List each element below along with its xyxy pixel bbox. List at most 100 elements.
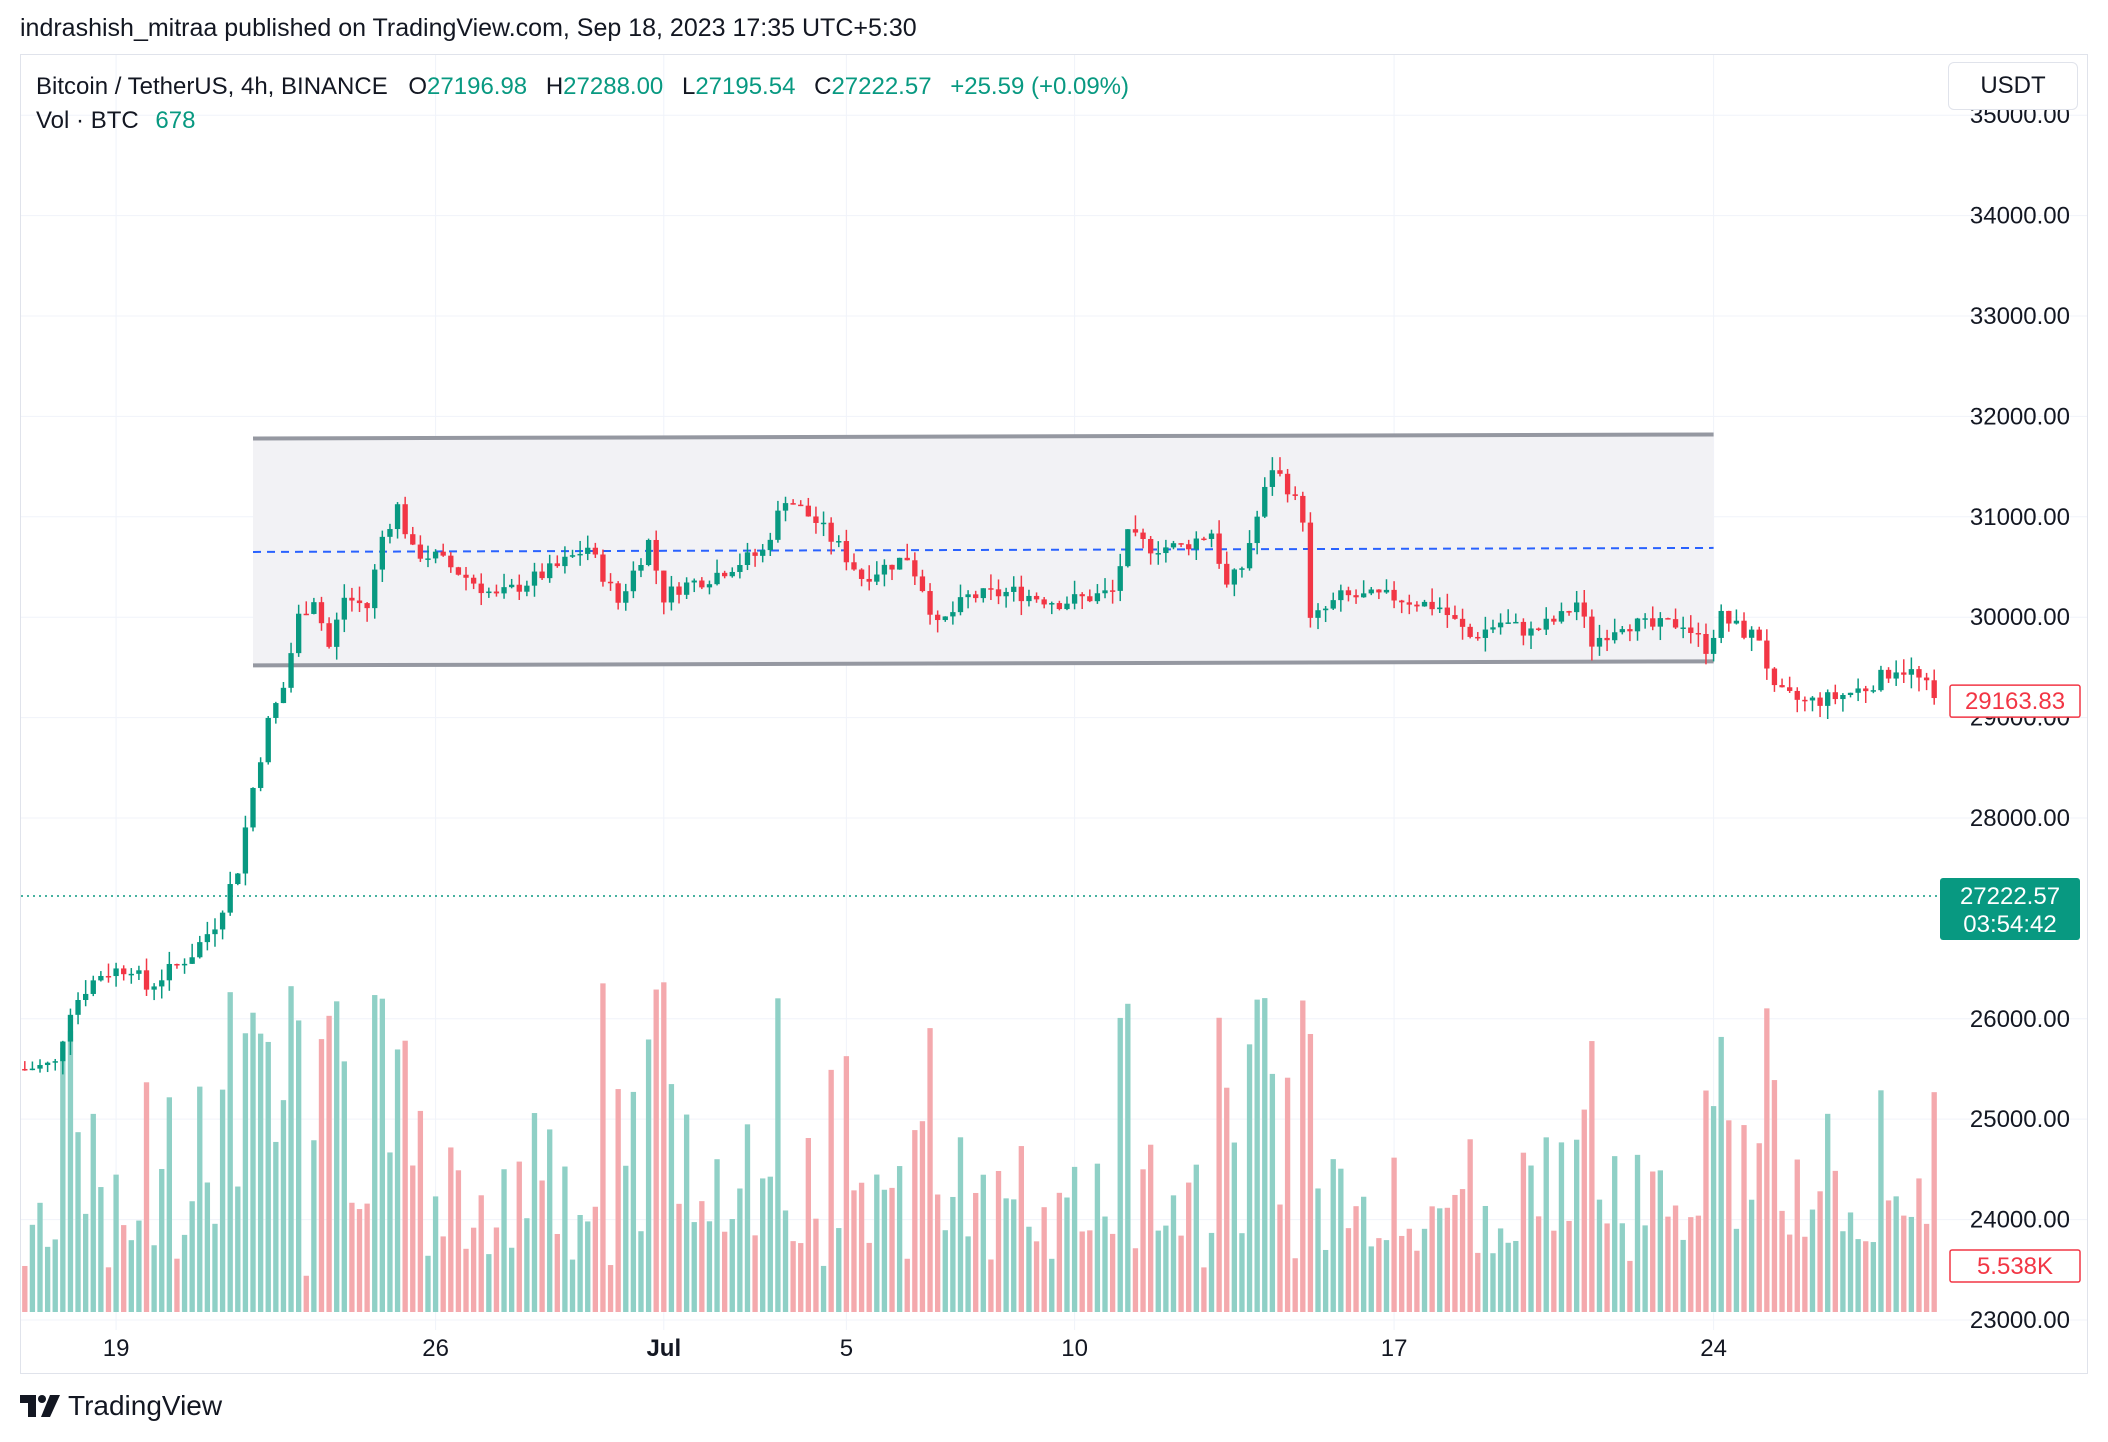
candle-body bbox=[577, 553, 583, 556]
candle-body bbox=[516, 584, 522, 592]
candle-body bbox=[1300, 495, 1306, 523]
candle-body bbox=[1710, 637, 1717, 654]
candle-body bbox=[1087, 596, 1093, 602]
candle-body bbox=[440, 551, 446, 556]
candle-body bbox=[52, 1061, 58, 1063]
candle-body bbox=[995, 589, 1002, 597]
volume-bar bbox=[1558, 1142, 1565, 1312]
candle-body bbox=[1809, 697, 1816, 701]
price-axis[interactable]: 35000.0034000.0033000.0032000.0031000.00… bbox=[1970, 102, 2070, 1334]
candle-body bbox=[813, 516, 819, 523]
volume-bar bbox=[1650, 1171, 1656, 1312]
candle-body bbox=[197, 942, 203, 958]
candle-body bbox=[1338, 590, 1344, 601]
volume-bar bbox=[1794, 1159, 1800, 1312]
candle-body bbox=[828, 522, 834, 542]
volume-bar bbox=[1049, 1258, 1055, 1312]
volume-bar bbox=[1931, 1092, 1937, 1312]
candle-body bbox=[866, 578, 872, 582]
candle-body bbox=[1269, 470, 1276, 487]
volume-bar bbox=[410, 1165, 416, 1312]
volume-bar bbox=[1056, 1192, 1063, 1312]
candle-body bbox=[1756, 629, 1762, 641]
volume-bar bbox=[341, 1061, 347, 1312]
volume-bar bbox=[250, 1012, 256, 1312]
candle-body bbox=[1695, 632, 1702, 635]
candle-body bbox=[980, 588, 986, 599]
volume-bar bbox=[379, 998, 386, 1312]
volume-bar bbox=[1246, 1044, 1253, 1312]
volume-bar bbox=[75, 1132, 81, 1312]
volume-bar bbox=[851, 1190, 857, 1312]
volume-bar bbox=[1406, 1228, 1412, 1312]
candle-body bbox=[1482, 629, 1489, 638]
volume-bar bbox=[1665, 1216, 1671, 1312]
candle-body bbox=[364, 603, 370, 609]
time-tick-label: Jul bbox=[646, 1335, 681, 1362]
candle-body bbox=[1581, 602, 1587, 617]
price-tick-label: 25000.00 bbox=[1970, 1106, 2070, 1133]
volume-bar bbox=[539, 1180, 545, 1312]
candle-body bbox=[189, 957, 195, 964]
candle-body bbox=[288, 653, 294, 688]
volume-bar bbox=[1421, 1228, 1428, 1312]
candle-body bbox=[585, 547, 591, 554]
candle-body bbox=[1467, 626, 1473, 637]
candle-body bbox=[82, 993, 89, 1000]
candle-body bbox=[1345, 590, 1352, 596]
grid-lines bbox=[21, 55, 2087, 1330]
volume-row: Vol · BTC 678 bbox=[36, 104, 1141, 138]
candle-body bbox=[1490, 627, 1496, 630]
low-label: L bbox=[681, 73, 696, 100]
candle-body bbox=[1307, 522, 1314, 618]
volume-bar bbox=[1064, 1197, 1070, 1312]
tradingview-footer[interactable]: TradingView bbox=[20, 1390, 222, 1422]
volume-bar bbox=[1672, 1205, 1679, 1312]
series-last-label-bg bbox=[1949, 684, 2081, 718]
candle-body bbox=[143, 970, 150, 990]
time-axis[interactable]: 19 26 Jul 5 10 17 24 bbox=[103, 1335, 1727, 1362]
candle-body bbox=[113, 968, 119, 977]
candle-body bbox=[1292, 494, 1298, 496]
volume-marker-bg bbox=[1949, 1249, 2081, 1283]
currency-button[interactable]: USDT bbox=[1948, 62, 2078, 110]
candle-body bbox=[1908, 669, 1915, 675]
candle-body bbox=[524, 585, 530, 592]
candle-body bbox=[311, 602, 317, 614]
candle-body bbox=[1079, 594, 1085, 597]
volume-bar bbox=[980, 1174, 986, 1312]
volume-bar bbox=[417, 1110, 424, 1312]
candle-body bbox=[1764, 640, 1770, 669]
price-tick-label: 28000.00 bbox=[1970, 805, 2070, 832]
symbol-title[interactable]: Bitcoin / TetherUS, 4h, BINANCE bbox=[36, 73, 388, 100]
volume-bar bbox=[288, 986, 294, 1312]
tradingview-logo-icon bbox=[20, 1395, 60, 1417]
volume-bar bbox=[1520, 1152, 1527, 1312]
low-value: 27195.54 bbox=[695, 73, 796, 100]
candle-body bbox=[798, 504, 804, 507]
candle-body bbox=[1353, 595, 1359, 598]
volume-label[interactable]: Vol · BTC bbox=[36, 107, 139, 134]
volume-bar bbox=[1908, 1216, 1915, 1312]
candle-body bbox=[1026, 595, 1032, 602]
volume-bar bbox=[1497, 1228, 1504, 1312]
candle-body bbox=[136, 970, 142, 974]
volume-bar bbox=[82, 1213, 89, 1312]
candle-body bbox=[1277, 470, 1283, 474]
series-last-label: 29163.83 bbox=[1965, 688, 2065, 715]
candle-body bbox=[1825, 692, 1831, 706]
price-tick-label: 31000.00 bbox=[1970, 504, 2070, 531]
candle-body bbox=[1459, 618, 1466, 627]
volume-bar bbox=[1011, 1199, 1017, 1312]
volume-bar bbox=[273, 1141, 279, 1312]
candle-body bbox=[1178, 543, 1184, 545]
candle-body bbox=[212, 929, 218, 935]
volume-bar bbox=[60, 1047, 66, 1312]
candle-body bbox=[1170, 543, 1177, 548]
volume-bar bbox=[607, 1265, 614, 1312]
volume-bar bbox=[508, 1247, 515, 1312]
range-box-drawing[interactable] bbox=[253, 432, 1714, 668]
volume-bar bbox=[706, 1221, 713, 1312]
volume-bar bbox=[752, 1235, 758, 1312]
